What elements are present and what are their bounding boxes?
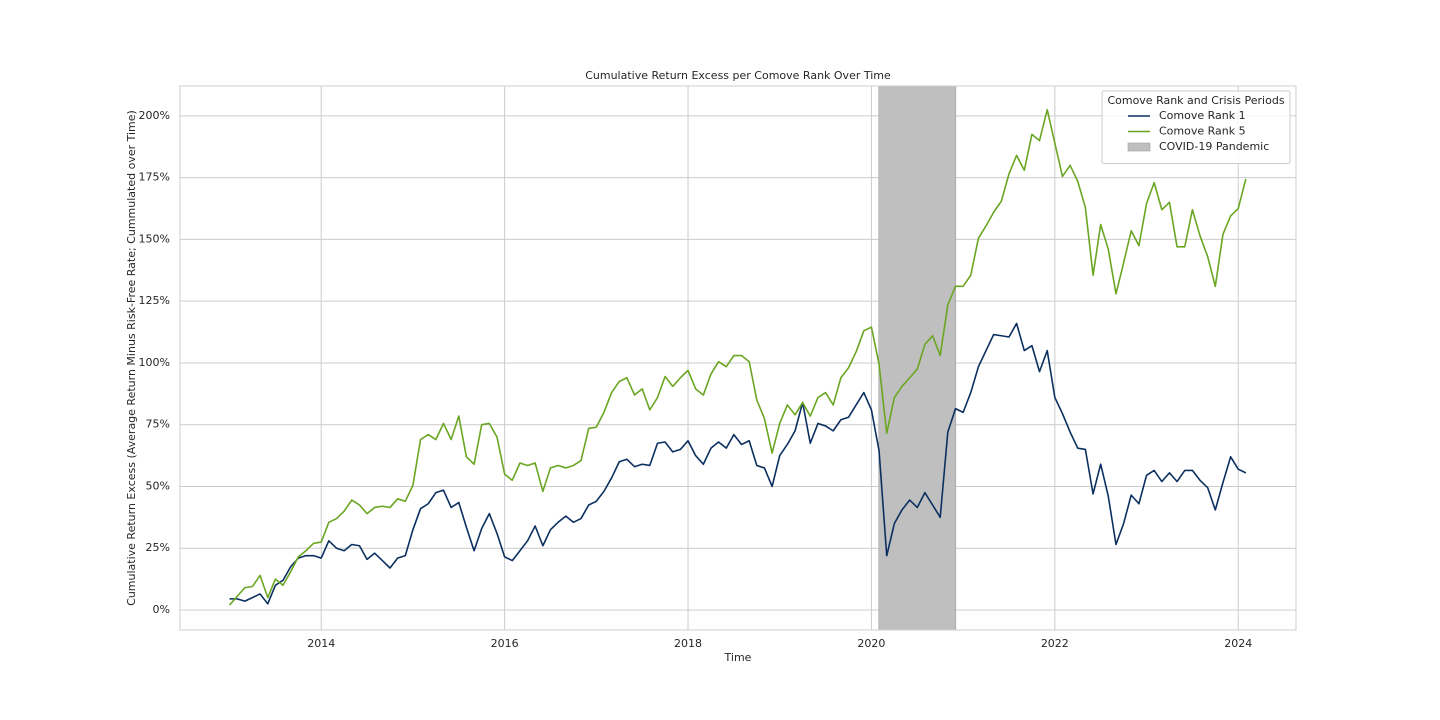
y-tick-label: 175%	[139, 171, 170, 184]
y-tick-label: 125%	[139, 294, 170, 307]
legend: Comove Rank and Crisis Periods Comove Ran…	[1101, 90, 1291, 164]
y-tick-label: 50%	[146, 479, 170, 492]
x-tick-label: 2014	[307, 637, 335, 650]
legend-title: Comove Rank and Crisis Periods	[1107, 94, 1284, 107]
x-tick-label: 2020	[857, 637, 885, 650]
legend-label: Comove Rank 5	[1159, 125, 1246, 138]
spans	[878, 85, 957, 631]
y-tick-label: 75%	[146, 418, 170, 431]
legend-swatch	[1127, 142, 1151, 152]
y-tick-label: 150%	[139, 232, 170, 245]
crisis-span	[878, 85, 957, 631]
y-axis-label: Cumulative Return Excess (Average Return…	[125, 110, 138, 606]
chart-title: Cumulative Return Excess per Comove Rank…	[585, 69, 891, 82]
grid	[180, 86, 1296, 630]
y-tick-label: 25%	[146, 541, 170, 554]
y-tick-label: 200%	[139, 109, 170, 122]
plot-frame	[179, 85, 1297, 631]
series-line	[229, 322, 1247, 605]
lines	[228, 108, 1247, 606]
series-line	[228, 108, 1247, 606]
x-axis-label: Time	[724, 651, 752, 664]
x-tick-label: 2016	[491, 637, 519, 650]
x-tick-label: 2022	[1041, 637, 1069, 650]
y-tick-label: 100%	[139, 356, 170, 369]
legend-label: Comove Rank 1	[1159, 109, 1246, 122]
legend-label: COVID-19 Pandemic	[1159, 140, 1269, 153]
x-tick-label: 2018	[674, 637, 702, 650]
y-tick-label: 0%	[153, 603, 170, 616]
x-tick-label: 2024	[1224, 637, 1252, 650]
